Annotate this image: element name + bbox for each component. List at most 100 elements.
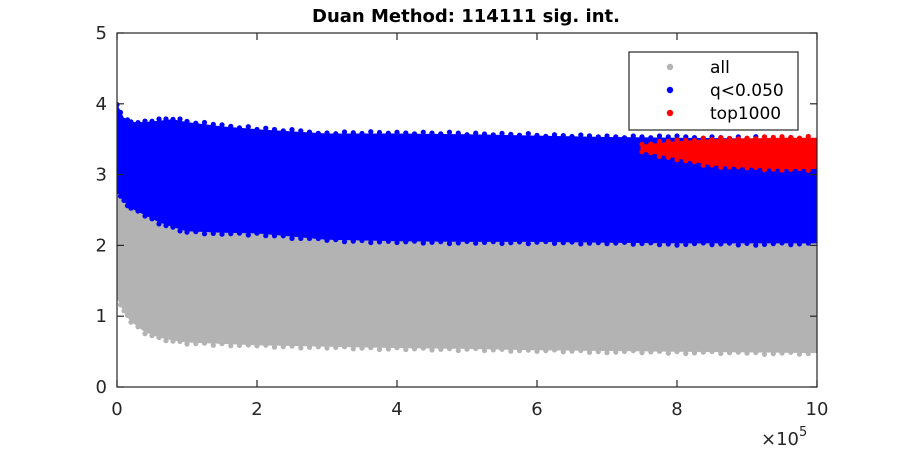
data-point bbox=[586, 349, 593, 355]
data-point bbox=[429, 239, 435, 245]
data-point bbox=[639, 350, 645, 356]
data-point bbox=[193, 120, 199, 126]
data-point bbox=[490, 347, 496, 353]
y-tick-label: 1 bbox=[96, 306, 107, 327]
data-point bbox=[508, 240, 514, 246]
data-point bbox=[508, 131, 514, 137]
data-point bbox=[228, 231, 234, 237]
legend-label: q<0.050 bbox=[710, 81, 784, 101]
data-point bbox=[805, 133, 811, 140]
data-point bbox=[455, 130, 461, 136]
data-point bbox=[385, 346, 391, 352]
data-point bbox=[726, 164, 733, 170]
y-tick-label: 2 bbox=[96, 235, 107, 256]
data-point bbox=[551, 347, 558, 353]
data-point bbox=[621, 239, 628, 245]
data-point bbox=[578, 241, 584, 247]
data-point bbox=[219, 231, 225, 237]
data-point bbox=[691, 137, 698, 143]
data-point bbox=[210, 121, 216, 127]
data-point bbox=[124, 312, 131, 318]
data-point bbox=[142, 331, 148, 337]
data-point bbox=[726, 135, 733, 141]
data-point bbox=[341, 129, 348, 135]
legend-label: all bbox=[710, 58, 730, 78]
y-tick-label: 3 bbox=[96, 165, 107, 186]
data-point bbox=[805, 167, 811, 173]
data-point bbox=[135, 120, 141, 126]
data-point bbox=[805, 240, 811, 246]
data-point bbox=[128, 119, 134, 125]
data-point bbox=[117, 188, 120, 195]
data-point bbox=[481, 131, 488, 137]
data-point bbox=[665, 154, 671, 160]
data-point bbox=[376, 239, 383, 245]
x-tick-label: 10 bbox=[806, 399, 829, 420]
data-point bbox=[525, 131, 531, 137]
data-point bbox=[613, 240, 619, 246]
data-point bbox=[551, 240, 558, 246]
data-point bbox=[639, 149, 645, 155]
data-point bbox=[796, 165, 803, 172]
data-point bbox=[691, 350, 698, 356]
y-tick-label: 5 bbox=[96, 23, 107, 44]
axes-box bbox=[116, 32, 818, 388]
data-point bbox=[394, 129, 400, 135]
data-point bbox=[770, 166, 776, 172]
data-point bbox=[263, 233, 269, 239]
data-point bbox=[254, 230, 260, 236]
data-point bbox=[674, 133, 680, 139]
data-point bbox=[177, 116, 183, 122]
data-point bbox=[753, 136, 759, 142]
data-point bbox=[788, 134, 794, 141]
data-point bbox=[210, 230, 216, 236]
data-point bbox=[473, 345, 479, 352]
data-point bbox=[779, 134, 785, 140]
data-point bbox=[630, 348, 636, 354]
data-point bbox=[499, 346, 505, 352]
data-point bbox=[578, 347, 584, 354]
data-point bbox=[411, 346, 418, 352]
data-point bbox=[735, 136, 741, 142]
data-point bbox=[551, 132, 558, 138]
data-point bbox=[788, 166, 794, 172]
data-point bbox=[394, 239, 400, 246]
data-point bbox=[228, 343, 234, 349]
data-point bbox=[464, 132, 470, 138]
data-point bbox=[761, 351, 768, 357]
data-point bbox=[156, 221, 162, 227]
data-point bbox=[656, 242, 663, 248]
data-point bbox=[429, 130, 435, 136]
data-point bbox=[613, 349, 619, 355]
chart-title: Duan Method: 114111 sig. int. bbox=[312, 6, 620, 27]
data-point bbox=[420, 240, 426, 246]
data-point bbox=[525, 347, 531, 353]
data-point bbox=[796, 241, 803, 247]
data-point bbox=[411, 131, 418, 137]
data-point bbox=[368, 129, 374, 135]
data-point bbox=[796, 351, 803, 357]
data-point bbox=[700, 240, 706, 246]
data-point bbox=[420, 129, 426, 135]
data-point bbox=[117, 193, 124, 199]
data-point bbox=[193, 341, 199, 347]
data-point bbox=[254, 126, 260, 133]
data-point bbox=[298, 345, 304, 351]
x-tick-label: 8 bbox=[671, 399, 682, 420]
x-exponent-power: 5 bbox=[799, 425, 807, 440]
legend: all q<0.050 top1000 bbox=[628, 51, 799, 131]
data-point bbox=[604, 133, 610, 139]
data-point bbox=[656, 138, 663, 145]
data-point bbox=[761, 241, 768, 247]
data-point bbox=[359, 237, 365, 244]
x-tick-label: 2 bbox=[251, 399, 262, 420]
data-point bbox=[193, 229, 199, 235]
data-point bbox=[117, 302, 124, 308]
data-point bbox=[438, 131, 444, 137]
data-point bbox=[142, 118, 148, 124]
data-point bbox=[117, 293, 120, 299]
series-q-0-050 bbox=[117, 102, 817, 248]
data-point bbox=[718, 164, 724, 170]
legend-marker bbox=[666, 109, 674, 117]
